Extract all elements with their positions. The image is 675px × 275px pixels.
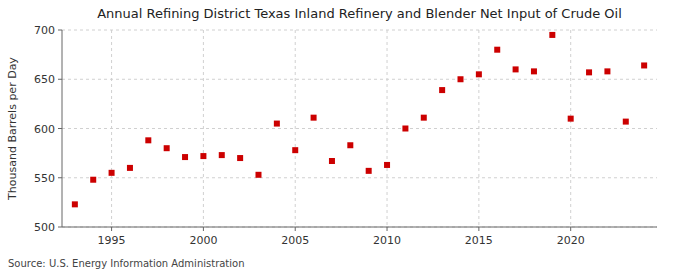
- point: [586, 69, 592, 75]
- grid-line-y: [62, 177, 657, 178]
- point: [421, 115, 427, 121]
- x-tick-label: 2010: [373, 234, 401, 247]
- point: [145, 137, 151, 143]
- point: [531, 68, 537, 74]
- y-axis-label: Thousand Barrels per Day: [6, 57, 19, 201]
- grid-line-y: [62, 30, 657, 31]
- grid-line-y: [62, 227, 657, 228]
- x-tick: [111, 227, 112, 231]
- y-tick-label: 700: [34, 24, 55, 37]
- point: [568, 116, 574, 122]
- x-tick: [570, 227, 571, 231]
- grid-line-y: [62, 128, 657, 129]
- y-tick-label: 500: [34, 221, 55, 234]
- point: [384, 162, 390, 168]
- point: [402, 126, 408, 132]
- grid-line-x: [478, 30, 479, 227]
- point: [255, 172, 261, 178]
- x-tick-label: 2000: [189, 234, 217, 247]
- point: [127, 165, 133, 171]
- y-tick: [58, 30, 62, 31]
- chart: Annual Refining District Texas Inland Re…: [0, 0, 675, 275]
- point: [494, 47, 500, 53]
- grid: [62, 30, 657, 227]
- x-tick-label: 2020: [557, 234, 585, 247]
- x-tick: [203, 227, 204, 231]
- x-axis-line: [62, 227, 657, 228]
- point: [347, 142, 353, 148]
- x-tick-label: 1995: [98, 234, 126, 247]
- point: [604, 68, 610, 74]
- y-tick-label: 550: [34, 172, 55, 185]
- title: Annual Refining District Texas Inland Re…: [97, 6, 622, 21]
- point: [164, 145, 170, 151]
- point: [329, 158, 335, 164]
- grid-line-x: [295, 30, 296, 227]
- grid-line-x: [111, 30, 112, 227]
- point: [237, 155, 243, 161]
- grid-line-x: [387, 30, 388, 227]
- x-tick: [387, 227, 388, 231]
- point: [219, 152, 225, 158]
- x-tick-label: 2005: [281, 234, 309, 247]
- y-tick: [58, 177, 62, 178]
- point: [366, 168, 372, 174]
- y-tick-label: 650: [34, 73, 55, 86]
- source-note: Source: U.S. Energy Information Administ…: [8, 258, 245, 269]
- y-tick: [58, 128, 62, 129]
- grid-line-x: [570, 30, 571, 227]
- point: [641, 62, 647, 68]
- point: [439, 87, 445, 93]
- y-tick: [58, 79, 62, 80]
- point: [274, 121, 280, 127]
- y-tick-label: 600: [34, 123, 55, 136]
- grid-line-y: [62, 79, 657, 80]
- x-tick: [478, 227, 479, 231]
- point: [90, 177, 96, 183]
- point: [458, 76, 464, 82]
- grid-line-x: [203, 30, 204, 227]
- point: [513, 66, 519, 72]
- point: [623, 119, 629, 125]
- point: [109, 170, 115, 176]
- point: [182, 154, 188, 160]
- point: [476, 71, 482, 77]
- point: [311, 115, 317, 121]
- points: [72, 32, 647, 207]
- y-tick: [58, 227, 62, 228]
- point: [292, 147, 298, 153]
- point: [200, 153, 206, 159]
- x-tick-label: 2015: [465, 234, 493, 247]
- x-tick: [295, 227, 296, 231]
- point: [72, 201, 78, 207]
- point: [549, 32, 555, 38]
